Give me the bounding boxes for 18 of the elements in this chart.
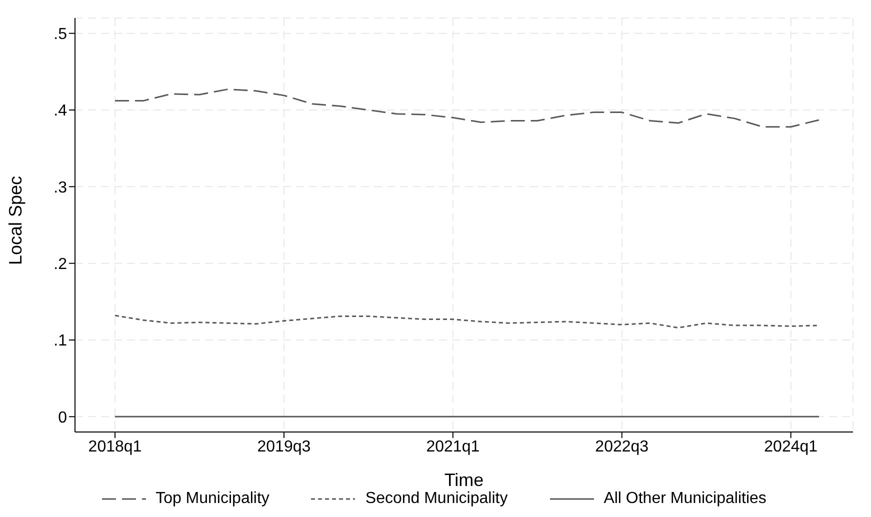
x-tick-label: 2022q3 (595, 438, 649, 456)
legend-label: Top Municipality (156, 490, 270, 508)
y-tick-label: 0 (58, 409, 68, 426)
x-tick-label: 2019q3 (257, 438, 311, 456)
y-tick-label: .1 (54, 332, 68, 350)
x-axis-title: Time (444, 470, 484, 490)
y-tick-label: .5 (54, 26, 68, 44)
line-series (114, 314, 820, 328)
y-tick-label: .3 (54, 179, 68, 196)
y-axis-title: Local Spec (5, 176, 26, 265)
legend-label: All Other Municipalities (604, 490, 766, 508)
line-series (114, 88, 820, 128)
x-tick-label: 2018q1 (88, 438, 142, 456)
legend-label: Second Municipality (365, 490, 508, 508)
x-tick-label: 2021q1 (426, 438, 480, 456)
x-tick-label: 2024q1 (764, 438, 818, 456)
y-tick-label: .2 (54, 256, 68, 274)
y-tick-label: .4 (54, 102, 68, 120)
